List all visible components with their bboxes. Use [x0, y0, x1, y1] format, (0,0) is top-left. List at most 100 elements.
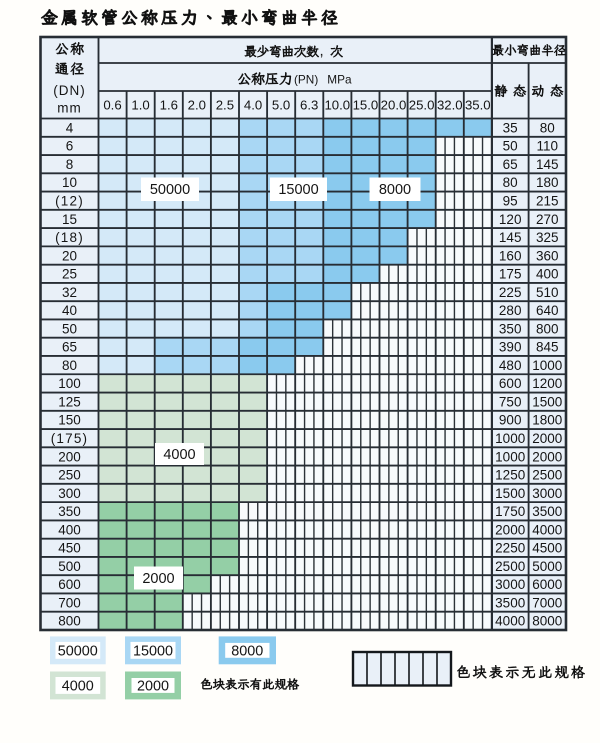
svg-text:900: 900 [499, 413, 522, 428]
svg-text:400: 400 [58, 522, 81, 537]
svg-text:15.0: 15.0 [353, 98, 379, 113]
svg-text:20.0: 20.0 [381, 98, 407, 113]
svg-text:270: 270 [536, 212, 559, 227]
svg-text:2500: 2500 [532, 468, 562, 483]
svg-text:4500: 4500 [532, 541, 562, 556]
svg-text:480: 480 [499, 358, 522, 373]
svg-text:80: 80 [540, 120, 555, 135]
svg-text:700: 700 [58, 595, 81, 610]
svg-text:1200: 1200 [532, 376, 562, 391]
svg-text:800: 800 [536, 321, 559, 336]
svg-text:2250: 2250 [495, 541, 525, 556]
svg-text:2.5: 2.5 [216, 98, 234, 113]
svg-text:2000: 2000 [532, 431, 562, 446]
svg-text:7000: 7000 [532, 595, 562, 610]
svg-text:2000: 2000 [495, 522, 525, 537]
svg-text:(PN): (PN) [294, 73, 318, 87]
svg-text:6: 6 [66, 139, 74, 154]
svg-text:0.6: 0.6 [103, 98, 121, 113]
svg-text:15000: 15000 [133, 644, 173, 660]
svg-text:1000: 1000 [495, 449, 525, 464]
svg-text:2000: 2000 [142, 571, 174, 587]
svg-text:35: 35 [503, 120, 518, 135]
svg-text:(175): (175) [51, 431, 89, 446]
svg-text:4.0: 4.0 [244, 98, 262, 113]
svg-text:4: 4 [66, 120, 74, 135]
svg-text:95: 95 [503, 194, 518, 209]
svg-text:200: 200 [58, 449, 81, 464]
svg-text:250: 250 [58, 468, 81, 483]
svg-text:15: 15 [62, 212, 77, 227]
svg-text:500: 500 [58, 559, 81, 574]
svg-text:600: 600 [499, 376, 522, 391]
svg-text:6.3: 6.3 [300, 98, 318, 113]
svg-text:1.0: 1.0 [131, 98, 149, 113]
svg-text:1500: 1500 [495, 486, 525, 501]
svg-text:1800: 1800 [532, 413, 562, 428]
svg-text:215: 215 [536, 194, 559, 209]
svg-text:350: 350 [58, 504, 81, 519]
svg-text:4000: 4000 [62, 679, 94, 695]
svg-text:2500: 2500 [495, 559, 525, 574]
svg-text:3500: 3500 [495, 595, 525, 610]
svg-text:2000: 2000 [532, 449, 562, 464]
svg-text:8: 8 [66, 157, 74, 172]
svg-text:8000: 8000 [532, 614, 562, 629]
svg-text:50000: 50000 [58, 644, 98, 660]
svg-text:80: 80 [503, 175, 518, 190]
svg-text:6000: 6000 [532, 577, 562, 592]
svg-text:750: 750 [499, 395, 522, 410]
svg-text:25.0: 25.0 [409, 98, 435, 113]
svg-text:50: 50 [503, 139, 518, 154]
svg-text:10: 10 [62, 175, 77, 190]
svg-text:3500: 3500 [532, 504, 562, 519]
svg-text:145: 145 [536, 157, 559, 172]
svg-text:8000: 8000 [379, 182, 411, 198]
svg-text:,: , [320, 43, 324, 60]
svg-text:1500: 1500 [532, 395, 562, 410]
svg-text:325: 325 [536, 230, 559, 245]
svg-text:4000: 4000 [532, 522, 562, 537]
svg-text:125: 125 [58, 395, 81, 410]
svg-text:5000: 5000 [532, 559, 562, 574]
svg-text:160: 160 [499, 248, 522, 263]
svg-text:120: 120 [499, 212, 522, 227]
svg-text:280: 280 [499, 303, 522, 318]
svg-text:2.0: 2.0 [188, 98, 206, 113]
svg-text:10.0: 10.0 [324, 98, 350, 113]
svg-text:360: 360 [536, 248, 559, 263]
svg-text:150: 150 [58, 413, 81, 428]
svg-text:25: 25 [62, 267, 77, 282]
svg-text:640: 640 [536, 303, 559, 318]
svg-text:390: 390 [499, 340, 522, 355]
svg-text:175: 175 [499, 267, 522, 282]
svg-text:4000: 4000 [163, 447, 195, 463]
svg-text:4000: 4000 [495, 614, 525, 629]
svg-text:35.0: 35.0 [465, 98, 491, 113]
svg-text:225: 225 [499, 285, 522, 300]
svg-text:(18): (18) [55, 230, 84, 245]
svg-text:mm: mm [57, 101, 82, 116]
svg-text:(DN): (DN) [53, 83, 86, 98]
svg-text:3000: 3000 [495, 577, 525, 592]
svg-text:80: 80 [62, 358, 77, 373]
svg-text:100: 100 [58, 376, 81, 391]
svg-text:32.0: 32.0 [437, 98, 463, 113]
svg-text:350: 350 [499, 321, 522, 336]
svg-text:800: 800 [58, 614, 81, 629]
svg-text:20: 20 [62, 248, 77, 263]
svg-text:2000: 2000 [137, 679, 169, 695]
svg-text:145: 145 [499, 230, 522, 245]
svg-text:510: 510 [536, 285, 559, 300]
svg-text:(12): (12) [55, 194, 84, 209]
svg-text:50: 50 [62, 321, 77, 336]
svg-text:50000: 50000 [150, 182, 190, 198]
svg-text:MPa: MPa [327, 73, 352, 87]
svg-text:8000: 8000 [231, 644, 263, 660]
svg-text:15000: 15000 [278, 182, 318, 198]
svg-text:32: 32 [62, 285, 77, 300]
svg-text:600: 600 [58, 577, 81, 592]
svg-text:1250: 1250 [495, 468, 525, 483]
svg-text:1000: 1000 [495, 431, 525, 446]
svg-text:1.6: 1.6 [160, 98, 178, 113]
